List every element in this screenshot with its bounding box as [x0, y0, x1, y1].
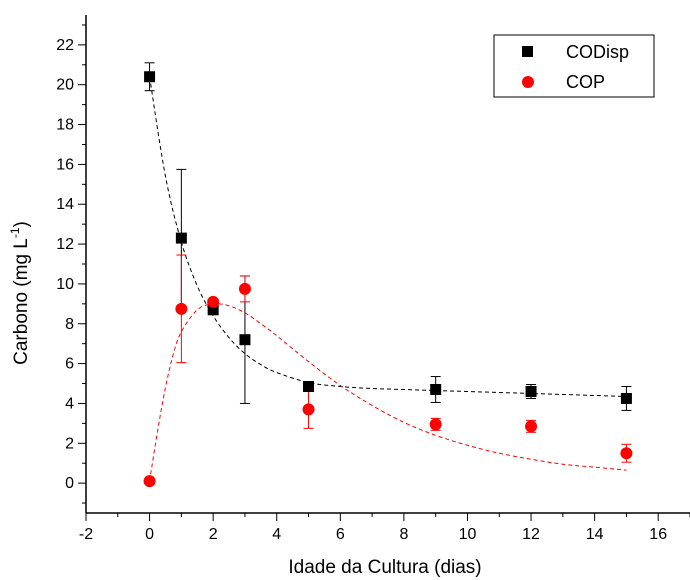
point-codisp [430, 383, 442, 395]
x-tick-label: 12 [522, 526, 540, 543]
x-tick-label: 2 [209, 526, 218, 543]
x-tick-label: 4 [272, 526, 281, 543]
point-cop [525, 420, 538, 433]
y-tick-label: 16 [56, 156, 74, 173]
y-tick-label: 14 [56, 196, 74, 213]
point-codisp [525, 385, 537, 397]
point-cop [143, 475, 156, 488]
legend-label-cop: COP [566, 72, 605, 92]
point-cop [238, 282, 251, 295]
point-codisp [144, 71, 156, 83]
point-codisp [620, 392, 632, 404]
y-tick-label: 0 [65, 475, 74, 492]
legend-marker-cop [522, 76, 534, 88]
point-cop [620, 447, 633, 460]
x-tick-label: -2 [79, 526, 93, 543]
x-tick-label: 8 [399, 526, 408, 543]
x-tick-label: 14 [586, 526, 604, 543]
point-codisp [207, 304, 219, 316]
legend: CODisp COP [493, 34, 655, 98]
y-tick-label: 6 [65, 356, 74, 373]
point-cop [207, 295, 220, 308]
y-axis-label-superscript: -1 [8, 227, 22, 238]
x-tick-label: 6 [336, 526, 345, 543]
axes: -2 0 2 4 6 8 10 12 14 16 0 2 4 6 8 10 12 14 16 18 20 22 [56, 15, 690, 543]
x-tick-label: 0 [145, 526, 154, 543]
point-cop [429, 418, 442, 431]
fit-curves [149, 76, 627, 482]
y-tick-label: 20 [56, 77, 74, 94]
x-axis-label: Idade da Cultura (dias) [288, 557, 481, 578]
y-axis-label-close: ) [11, 221, 32, 227]
error-bars [144, 62, 632, 463]
point-cop [302, 403, 315, 416]
y-tick-label: 4 [65, 395, 74, 412]
y-tick-label: 8 [65, 316, 74, 333]
legend-marker-codisp [522, 46, 533, 57]
legend-label-codisp: CODisp [566, 42, 629, 62]
y-tick-label: 18 [56, 117, 74, 134]
data-points [143, 71, 633, 488]
point-codisp [175, 232, 187, 244]
x-tick-label: 10 [459, 526, 477, 543]
point-cop [175, 302, 188, 315]
x-tick-label: 16 [649, 526, 667, 543]
y-tick-label: 10 [56, 276, 74, 293]
y-axis-label-main: Carbono (mg L [11, 238, 32, 365]
y-tick-label: 12 [56, 236, 74, 253]
point-codisp [239, 334, 251, 346]
legend-box [493, 34, 655, 98]
fit-curve-codisp [149, 76, 627, 397]
point-codisp [303, 381, 315, 393]
y-tick-label: 2 [65, 435, 74, 452]
y-tick-label: 22 [56, 37, 74, 54]
fit-curve-cop [149, 303, 627, 482]
y-axis-label: Carbono (mg L-1) [8, 221, 32, 365]
